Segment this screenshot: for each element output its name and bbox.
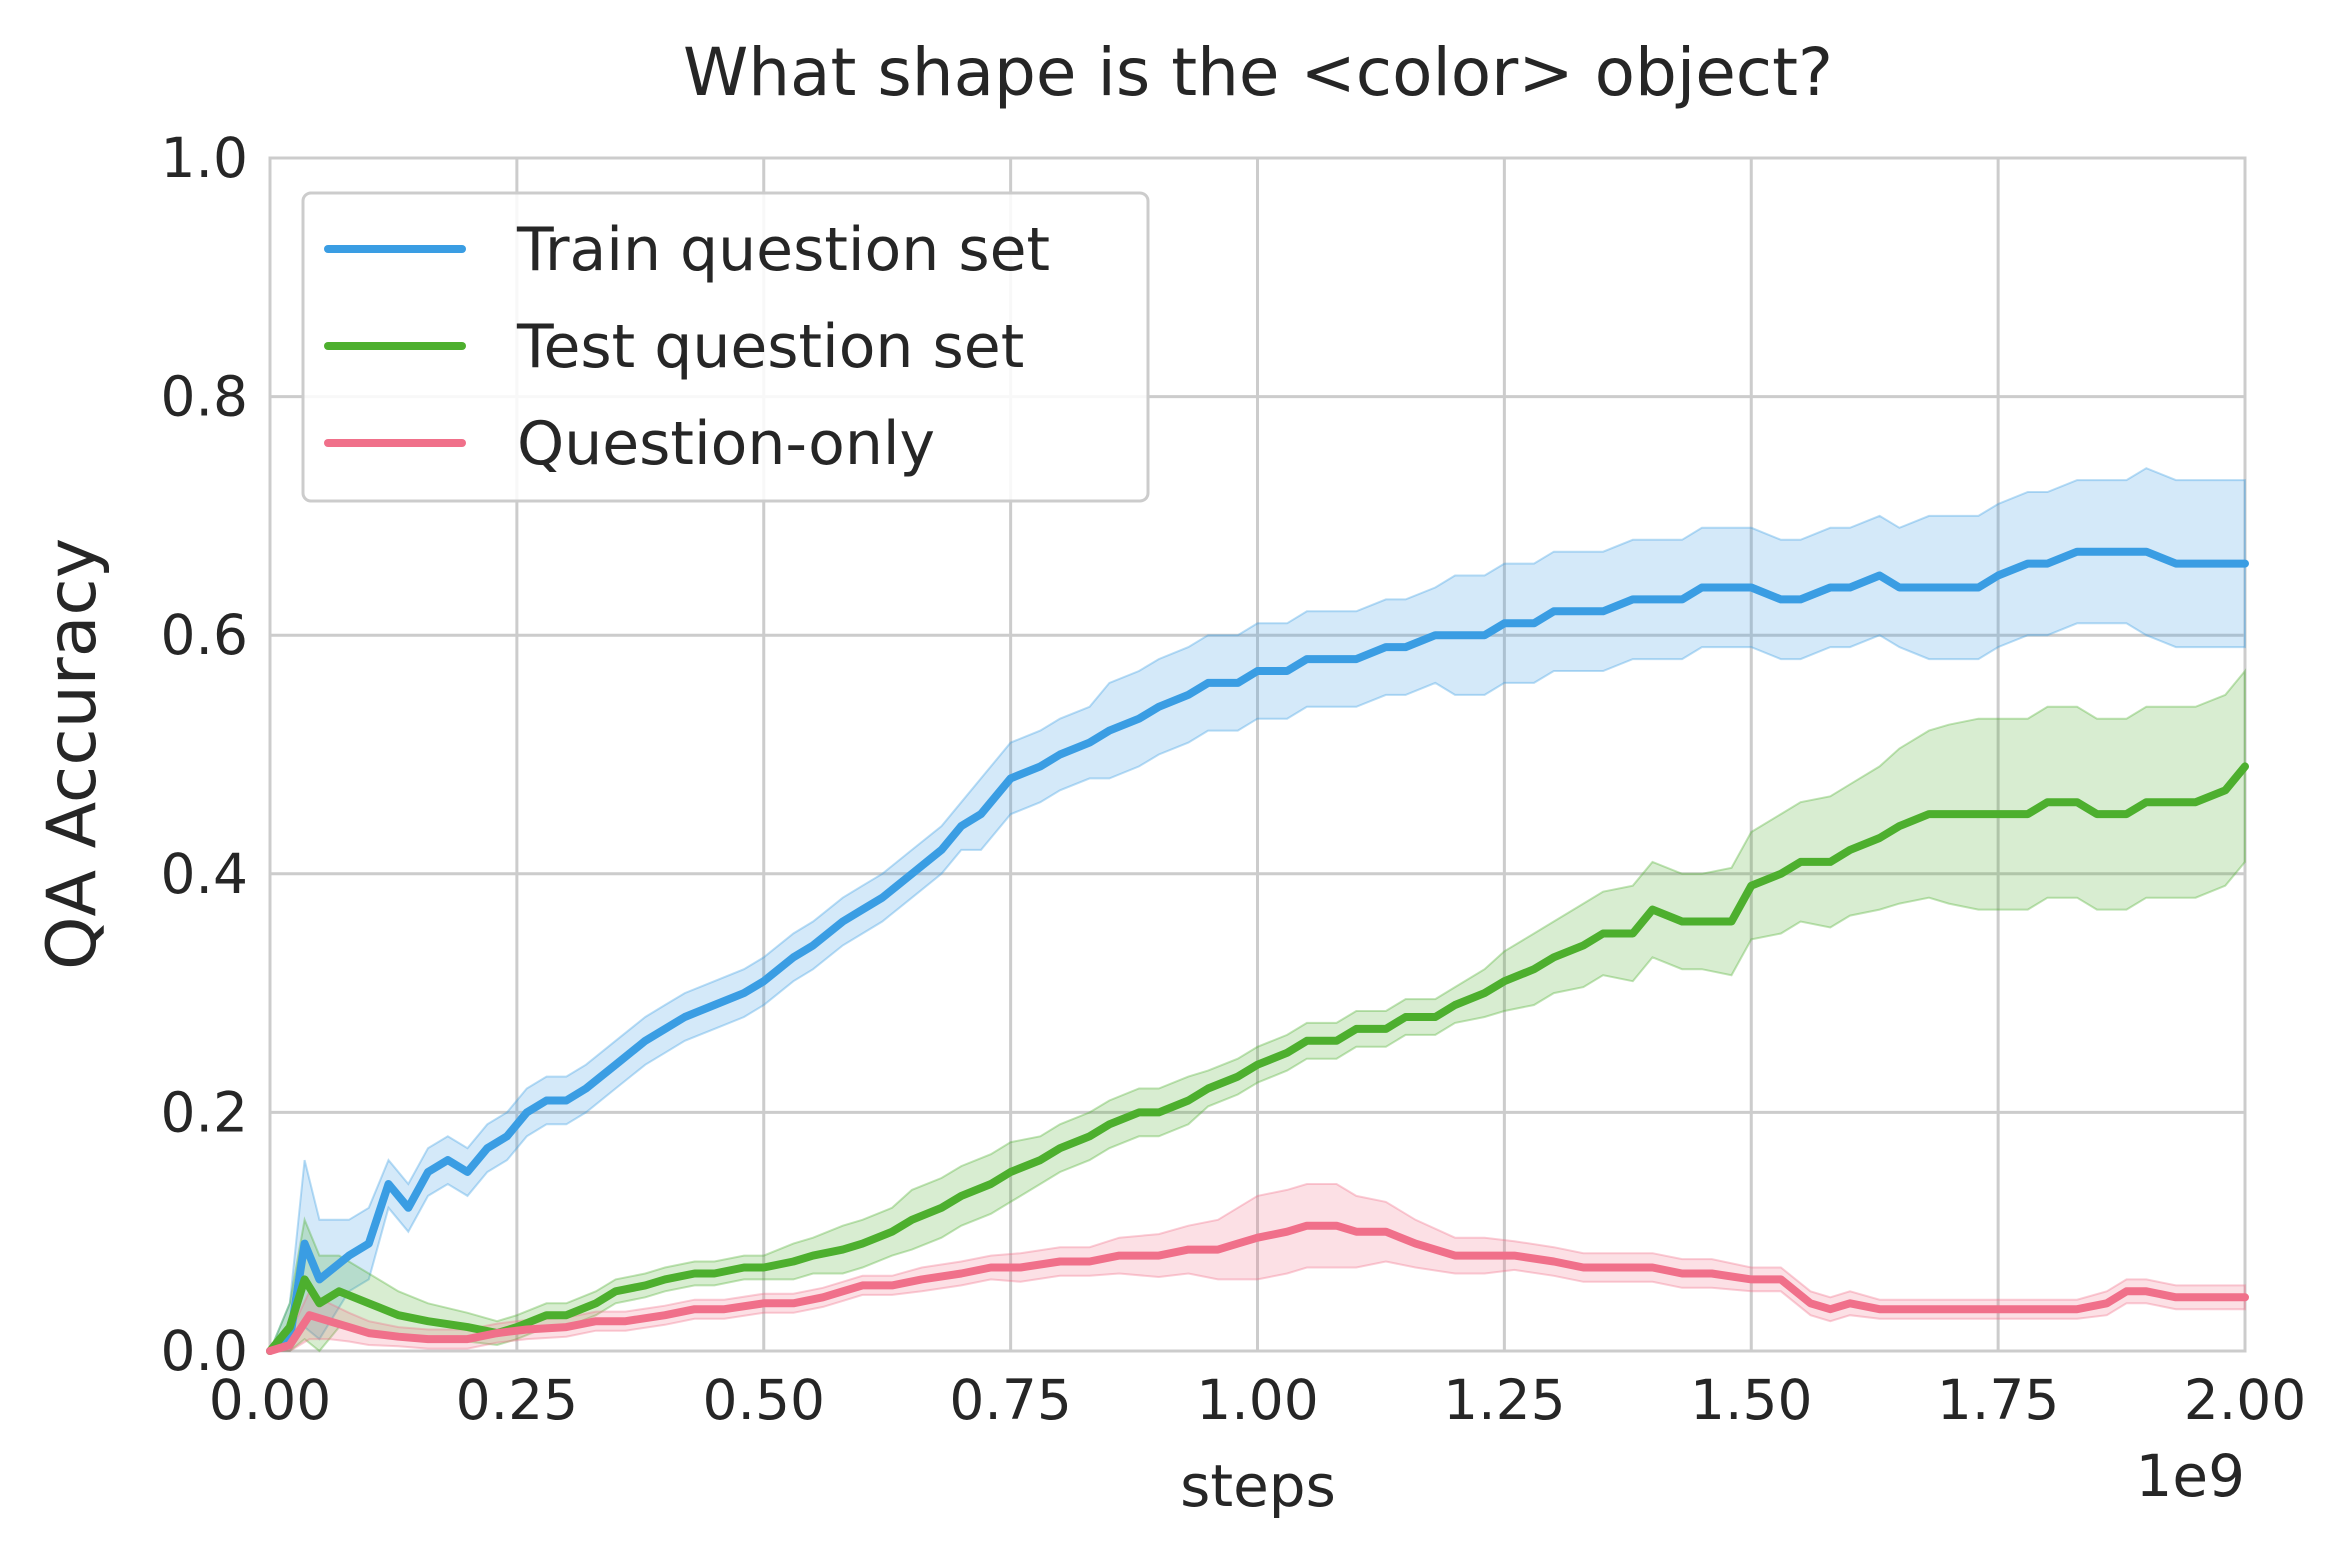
x-offset-label: 1e9 — [2136, 1442, 2246, 1510]
y-tick-label: 1.0 — [161, 126, 248, 190]
legend: Train question set Test question set Quest… — [301, 191, 1150, 503]
y-tick-label: 0.6 — [161, 603, 248, 667]
x-tick-label: 1.50 — [1690, 1368, 1812, 1432]
y-tick-labels: 0.0 0.2 0.4 0.6 0.8 1.0 — [161, 126, 248, 1383]
y-tick-label: 0.2 — [161, 1080, 248, 1144]
x-tick-label: 2.00 — [2184, 1368, 2306, 1432]
line-series-1 — [266, 762, 2249, 1355]
legend-box — [301, 191, 1150, 503]
line-series-0 — [266, 547, 2249, 1355]
x-tick-label: 0.75 — [949, 1368, 1071, 1432]
plot-frame — [268, 156, 2247, 1353]
y-axis-label: QA Accuracy — [33, 538, 112, 970]
chart-title: What shape is the <color> object? — [683, 34, 1833, 111]
y-tick-label: 0.0 — [161, 1319, 248, 1383]
legend-label-1: Test question set — [516, 312, 1024, 382]
y-tick-label: 0.8 — [161, 365, 248, 429]
x-tick-label: 1.75 — [1937, 1368, 2059, 1432]
x-tick-labels: 0.00 0.25 0.50 0.75 1.00 1.25 1.50 1.75 2.00 — [209, 1368, 2306, 1432]
x-tick-label: 0.00 — [209, 1368, 331, 1432]
line-series-2 — [266, 1221, 2249, 1355]
series-lines — [266, 547, 2249, 1355]
x-tick-label: 0.25 — [456, 1368, 578, 1432]
y-tick-label: 0.4 — [161, 842, 248, 906]
x-tick-label: 0.50 — [703, 1368, 825, 1432]
legend-label-0: Train question set — [516, 215, 1050, 285]
x-tick-label: 1.00 — [1196, 1368, 1318, 1432]
x-axis-label: steps — [1180, 1452, 1336, 1520]
x-tick-label: 1.25 — [1443, 1368, 1565, 1432]
legend-label-2: Question-only — [517, 409, 935, 479]
